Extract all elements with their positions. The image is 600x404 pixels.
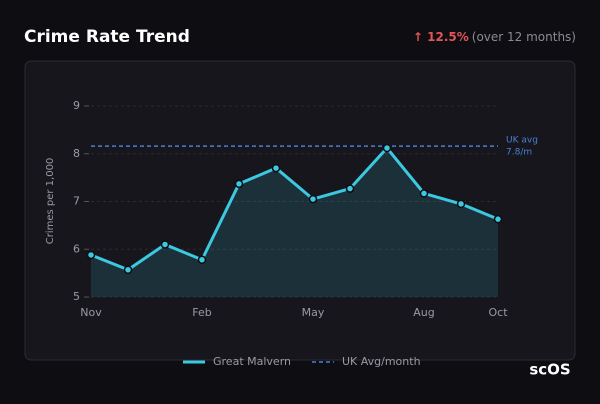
x-tick-label: May — [302, 306, 325, 319]
point — [160, 240, 170, 249]
point — [197, 255, 207, 265]
point — [456, 199, 466, 209]
y-tick-label: 9 — [73, 99, 80, 112]
y-tick-label: 6 — [73, 242, 80, 255]
point — [308, 194, 318, 204]
area — [91, 148, 498, 297]
point — [123, 265, 133, 275]
change: ↑ 12.5% (over 12 months) — [413, 30, 576, 44]
point — [419, 189, 429, 198]
point — [234, 179, 244, 189]
reference-label: UK avg — [506, 136, 538, 146]
change-value: ↑ 12.5% — [413, 30, 469, 44]
point — [271, 163, 281, 173]
line — [90, 146, 499, 272]
y-tick-label: 5 — [73, 290, 80, 303]
y-tick-label: 7 — [73, 195, 80, 208]
chart-panel — [24, 60, 576, 361]
y-tick-label: 8 — [73, 147, 80, 160]
legend-label: Great Malvern — [213, 355, 291, 368]
point — [86, 250, 96, 260]
plot: 5 6 7 8 9 Crimes per 1,000 Nov Feb May Aug Oct UK a… — [45, 99, 538, 368]
change-note: (over 12 months) — [472, 30, 576, 44]
legend-label: UK Avg/month — [342, 355, 421, 368]
title: Crime Rate Trend — [24, 27, 190, 47]
reference-label: 7.8/m — [506, 148, 532, 158]
x-tick-label: Aug — [413, 306, 434, 319]
point — [493, 214, 503, 224]
point — [382, 143, 392, 153]
point — [345, 184, 355, 193]
x-tick-label: Feb — [192, 306, 211, 319]
y-axis-label: Crimes per 1,000 — [45, 158, 56, 245]
x-tick-label: Oct — [488, 306, 508, 319]
x-tick-label: Nov — [80, 306, 102, 319]
logo: scOS — [529, 361, 570, 379]
